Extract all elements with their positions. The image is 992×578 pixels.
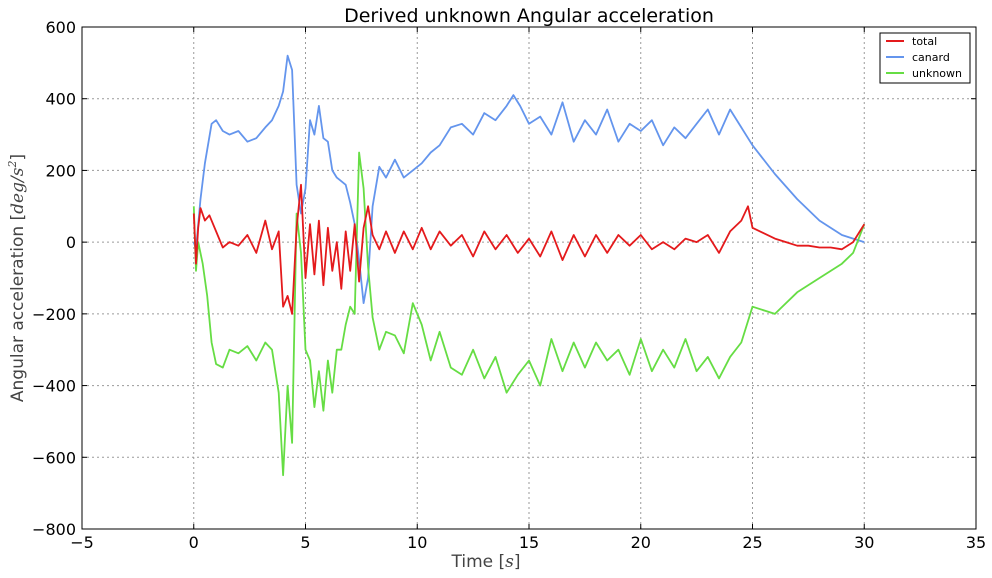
x-axis-title-text: Time: [450, 552, 493, 572]
x-tick-label: 15: [519, 533, 539, 552]
series-line-total: [192, 183, 866, 315]
series-line-canard: [192, 54, 865, 304]
y-tick-label: −200: [32, 305, 76, 324]
series-line-unknown: [192, 151, 866, 477]
x-tick-label: 35: [966, 533, 986, 552]
y-tick-label: 400: [45, 90, 76, 109]
x-axis-title-unit: s: [505, 552, 514, 572]
y-axis-title-open: [: [8, 214, 28, 221]
legend-label-canard: canard: [912, 51, 950, 64]
x-axis-title-close: ]: [514, 552, 521, 572]
x-axis-title: Time [s]: [450, 552, 520, 572]
series-layer: [192, 54, 866, 477]
chart-title: Derived unknown Angular acceleration: [344, 5, 714, 27]
x-tick-label: 10: [407, 533, 427, 552]
y-axis-title-close: ]: [8, 154, 28, 161]
y-tick-label: 0: [66, 233, 76, 252]
y-axis-title-unit-exp: 2: [6, 161, 19, 169]
y-tick-label: 600: [45, 18, 76, 37]
y-tick-label: −800: [32, 520, 76, 539]
y-tick-label: −400: [32, 377, 76, 396]
x-tick-label: −5: [70, 533, 94, 552]
x-tick-label: 20: [631, 533, 651, 552]
y-axis-title-unit: deg/s: [8, 167, 28, 214]
x-tick-label: 25: [742, 533, 762, 552]
grid-lines: [82, 27, 976, 529]
x-tick-label: 30: [854, 533, 874, 552]
y-axis-title-text: Angular acceleration: [8, 226, 28, 402]
x-axis-title-open: [: [499, 552, 506, 572]
legend-label-total: total: [912, 35, 937, 48]
y-axis-title: Angular acceleration [deg/s2]: [6, 154, 28, 402]
legend: total canard unknown: [879, 32, 971, 84]
x-tick-label: 0: [189, 533, 199, 552]
legend-label-unknown: unknown: [912, 67, 962, 80]
y-tick-label: −600: [32, 448, 76, 467]
axis-ticks: −5 0 5 10 15 20 25 30 35 −800 −600 −400 −200 0 200 400 6…: [32, 18, 986, 552]
y-tick-label: 200: [45, 161, 76, 180]
x-tick-label: 5: [300, 533, 310, 552]
